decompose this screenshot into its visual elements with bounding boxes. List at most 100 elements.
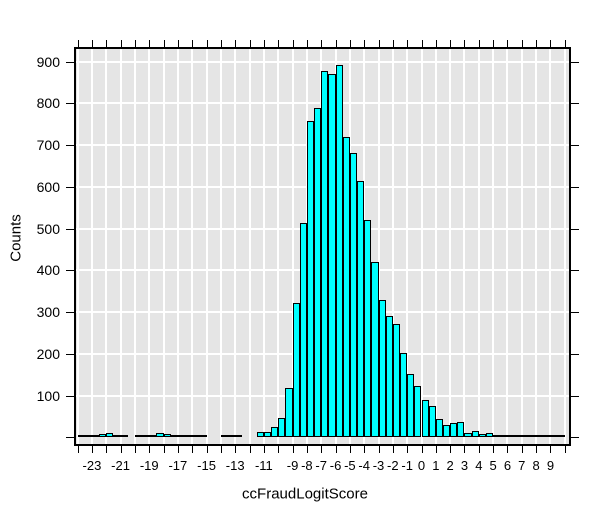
histogram-bar[interactable] xyxy=(328,74,336,438)
x-axis-top-tick xyxy=(364,40,366,47)
y-axis-right-tick xyxy=(571,61,579,63)
histogram-bar[interactable] xyxy=(235,435,243,438)
histogram-bar[interactable] xyxy=(357,181,365,438)
histogram-bar[interactable] xyxy=(392,323,400,438)
x-tick-label: -15 xyxy=(197,458,216,473)
histogram-bar[interactable] xyxy=(113,435,121,438)
histogram-bar[interactable] xyxy=(421,400,429,438)
histogram-bar[interactable] xyxy=(500,434,508,438)
histogram-bar[interactable] xyxy=(256,431,264,438)
histogram-bar[interactable] xyxy=(514,435,522,438)
x-tick-label: 5 xyxy=(489,458,497,473)
x-tick-label: -23 xyxy=(82,458,102,473)
histogram-bar[interactable] xyxy=(228,435,236,438)
histogram-bar[interactable] xyxy=(364,220,372,438)
y-tick-label: 500 xyxy=(36,220,60,237)
gridline-vertical xyxy=(277,49,280,444)
histogram-bar[interactable] xyxy=(342,136,350,438)
gridline-vertical xyxy=(420,49,423,444)
histogram-bar[interactable] xyxy=(106,433,114,438)
histogram-bar[interactable] xyxy=(414,386,422,438)
histogram-bar[interactable] xyxy=(457,421,465,438)
y-axis-right-tick xyxy=(571,353,579,355)
histogram-bar[interactable] xyxy=(177,434,186,438)
histogram-bar[interactable] xyxy=(550,435,558,438)
histogram-bar[interactable] xyxy=(278,417,286,438)
histogram-bar[interactable] xyxy=(428,405,436,438)
histogram-bar[interactable] xyxy=(349,153,357,438)
histogram-bar[interactable] xyxy=(478,434,486,438)
x-axis-tick xyxy=(249,446,251,453)
gridline-vertical xyxy=(520,49,523,444)
histogram-bar[interactable] xyxy=(521,435,529,438)
x-tick-label: 0 xyxy=(417,458,426,473)
histogram-bar[interactable] xyxy=(142,435,150,438)
x-axis-title: ccFraudLogitScore xyxy=(242,485,368,503)
histogram-bar[interactable] xyxy=(149,435,157,438)
gridline-vertical xyxy=(535,49,538,444)
histogram-bar[interactable] xyxy=(306,120,315,438)
x-tick-label: -5 xyxy=(344,458,356,473)
histogram-bar[interactable] xyxy=(285,388,293,438)
histogram-bar[interactable] xyxy=(536,435,544,438)
x-axis-tick xyxy=(407,446,409,453)
gridline-vertical xyxy=(205,49,208,444)
histogram-bar[interactable] xyxy=(407,374,415,438)
x-axis-tick xyxy=(321,446,323,453)
histogram-bar[interactable] xyxy=(435,419,443,438)
histogram-bar[interactable] xyxy=(335,65,343,438)
histogram-bar[interactable] xyxy=(528,435,537,438)
x-axis-tick xyxy=(464,446,466,453)
histogram-bar[interactable] xyxy=(84,435,92,438)
gridline-vertical xyxy=(133,49,136,444)
histogram-bar[interactable] xyxy=(557,435,565,438)
histogram-bar[interactable] xyxy=(450,423,458,438)
histogram-bar[interactable] xyxy=(378,300,386,438)
histogram-bar[interactable] xyxy=(185,434,193,438)
x-axis-tick xyxy=(536,446,538,453)
gridline-vertical xyxy=(406,49,409,444)
x-tick-label: 8 xyxy=(532,458,540,473)
y-axis-tick xyxy=(66,395,74,397)
x-axis-tick xyxy=(278,446,280,453)
histogram-bar[interactable] xyxy=(292,302,300,438)
histogram-bar[interactable] xyxy=(464,432,472,438)
y-tick-label: 600 xyxy=(36,178,60,195)
x-axis-top-tick xyxy=(206,40,208,47)
histogram-bar[interactable] xyxy=(314,108,322,438)
histogram-bar[interactable] xyxy=(485,433,494,438)
histogram-bar[interactable] xyxy=(543,435,551,438)
histogram-bar[interactable] xyxy=(192,435,200,438)
histogram-bar[interactable] xyxy=(156,433,164,438)
x-axis-top-tick xyxy=(421,40,423,47)
histogram-bar[interactable] xyxy=(493,435,501,438)
histogram-bar[interactable] xyxy=(220,435,229,438)
histogram-bar[interactable] xyxy=(371,262,379,438)
histogram-bar[interactable] xyxy=(271,426,279,438)
x-axis-tick xyxy=(292,446,294,453)
x-axis-top-tick xyxy=(493,40,495,47)
histogram-bar[interactable] xyxy=(507,435,515,438)
histogram-bar[interactable] xyxy=(400,353,408,438)
histogram-bar[interactable] xyxy=(385,316,393,438)
histogram-bar[interactable] xyxy=(91,435,100,438)
x-tick-label: 3 xyxy=(460,458,469,473)
histogram-bar[interactable] xyxy=(163,433,171,438)
histogram-bar[interactable] xyxy=(77,435,85,438)
histogram-bar[interactable] xyxy=(134,435,143,438)
x-tick-label: 1 xyxy=(432,458,440,473)
histogram-bar[interactable] xyxy=(170,435,178,438)
x-axis-tick xyxy=(364,446,366,453)
histogram-bar[interactable] xyxy=(299,223,307,438)
histogram-bar[interactable] xyxy=(120,435,128,438)
histogram-bar[interactable] xyxy=(471,430,479,438)
histogram-bar[interactable] xyxy=(321,70,329,438)
histogram-bar[interactable] xyxy=(442,424,451,438)
gridline-vertical xyxy=(191,49,194,444)
x-axis-top-tick xyxy=(177,40,179,47)
y-axis-tick xyxy=(66,270,74,272)
histogram-bar[interactable] xyxy=(263,431,272,438)
histogram-bar[interactable] xyxy=(199,435,207,438)
histogram-bar[interactable] xyxy=(99,433,107,438)
